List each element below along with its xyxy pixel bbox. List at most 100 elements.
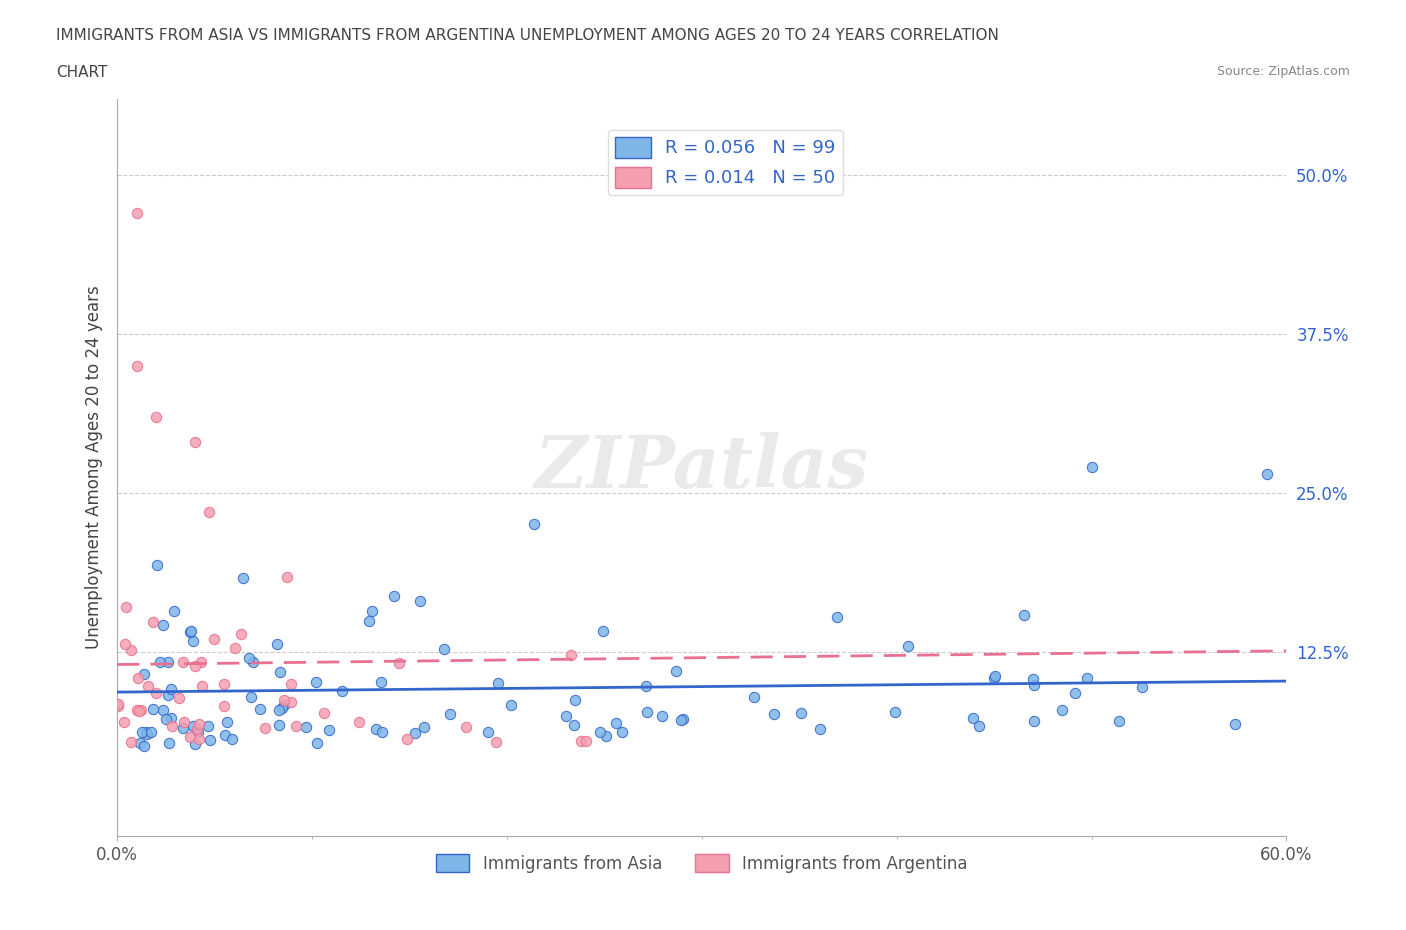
Immigrants from Asia xyxy=(371,724,394,739)
Immigrants from Argentina xyxy=(136,679,159,694)
Immigrants from Asia xyxy=(157,736,180,751)
Immigrants from Argentina xyxy=(312,706,335,721)
Immigrants from Argentina xyxy=(186,721,208,736)
Immigrants from Asia xyxy=(672,711,695,726)
Immigrants from Argentina xyxy=(284,719,307,734)
Immigrants from Asia xyxy=(790,705,813,720)
Immigrants from Asia xyxy=(129,735,152,750)
Immigrants from Asia xyxy=(439,707,461,722)
Immigrants from Argentina xyxy=(224,641,246,656)
Immigrants from Asia xyxy=(1024,677,1046,692)
Immigrants from Asia xyxy=(307,735,329,750)
Immigrants from Asia xyxy=(825,609,848,624)
Immigrants from Asia xyxy=(318,723,340,737)
Immigrants from Argentina xyxy=(127,671,149,685)
Immigrants from Asia xyxy=(187,724,209,739)
Immigrants from Argentina xyxy=(202,632,225,647)
Immigrants from Asia xyxy=(242,655,264,670)
Immigrants from Asia xyxy=(897,639,920,654)
Immigrants from Asia xyxy=(139,724,162,739)
Immigrants from Argentina xyxy=(145,685,167,700)
Immigrants from Asia xyxy=(665,663,688,678)
Immigrants from Asia xyxy=(267,717,290,732)
Y-axis label: Unemployment Among Ages 20 to 24 years: Unemployment Among Ages 20 to 24 years xyxy=(86,286,103,649)
Immigrants from Asia xyxy=(146,557,169,572)
Immigrants from Argentina xyxy=(388,656,411,671)
Immigrants from Argentina xyxy=(485,735,508,750)
Immigrants from Asia xyxy=(1012,607,1035,622)
Immigrants from Argentina xyxy=(129,703,152,718)
Immigrants from Argentina xyxy=(120,735,142,750)
Immigrants from Argentina xyxy=(125,702,148,717)
Immigrants from Asia xyxy=(651,709,673,724)
Immigrants from Argentina xyxy=(114,600,136,615)
Immigrants from Asia xyxy=(273,698,295,712)
Immigrants from Asia xyxy=(562,717,585,732)
Immigrants from Asia xyxy=(163,604,186,618)
Immigrants from Asia xyxy=(742,690,765,705)
Immigrants from Asia xyxy=(198,732,221,747)
Immigrants from Asia xyxy=(592,624,614,639)
Immigrants from Asia xyxy=(523,516,546,531)
Immigrants from Asia xyxy=(330,684,353,699)
Immigrants from Argentina xyxy=(114,637,136,652)
Immigrants from Argentina xyxy=(188,731,211,746)
Immigrants from Asia xyxy=(266,636,288,651)
Immigrants from Asia xyxy=(156,655,179,670)
Immigrants from Argentina xyxy=(212,677,235,692)
Immigrants from Asia xyxy=(214,727,236,742)
Immigrants from Argentina xyxy=(212,698,235,713)
Immigrants from Asia xyxy=(366,722,388,737)
Immigrants from Argentina xyxy=(395,732,418,747)
Immigrants from Argentina xyxy=(125,206,148,220)
Immigrants from Argentina xyxy=(347,714,370,729)
Immigrants from Asia xyxy=(305,674,328,689)
Immigrants from Asia xyxy=(499,698,522,712)
Text: ZIPatlas: ZIPatlas xyxy=(534,432,869,503)
Immigrants from Argentina xyxy=(456,719,478,734)
Immigrants from Asia xyxy=(172,720,194,735)
Immigrants from Asia xyxy=(1080,460,1102,475)
Immigrants from Asia xyxy=(762,707,785,722)
Immigrants from Asia xyxy=(135,724,157,739)
Immigrants from Argentina xyxy=(128,704,150,719)
Immigrants from Asia xyxy=(1022,713,1045,728)
Immigrants from Argentina xyxy=(179,729,201,744)
Immigrants from Asia xyxy=(181,634,204,649)
Immigrants from Asia xyxy=(1225,717,1247,732)
Immigrants from Argentina xyxy=(187,716,209,731)
Immigrants from Asia xyxy=(610,724,633,739)
Immigrants from Argentina xyxy=(142,615,165,630)
Immigrants from Asia xyxy=(486,675,509,690)
Text: CHART: CHART xyxy=(56,65,108,80)
Immigrants from Asia xyxy=(370,675,392,690)
Immigrants from Asia xyxy=(671,712,693,727)
Immigrants from Asia xyxy=(983,669,1005,684)
Immigrants from Asia xyxy=(589,724,612,739)
Immigrants from Asia xyxy=(360,604,382,618)
Immigrants from Asia xyxy=(382,589,405,604)
Immigrants from Asia xyxy=(132,738,155,753)
Immigrants from Asia xyxy=(409,593,432,608)
Immigrants from Argentina xyxy=(107,697,129,711)
Immigrants from Asia xyxy=(238,650,260,665)
Immigrants from Argentina xyxy=(273,693,295,708)
Immigrants from Argentina xyxy=(112,715,135,730)
Immigrants from Asia xyxy=(808,722,831,737)
Immigrants from Asia xyxy=(267,702,290,717)
Immigrants from Asia xyxy=(269,665,291,680)
Immigrants from Argentina xyxy=(190,655,212,670)
Immigrants from Asia xyxy=(1130,680,1153,695)
Immigrants from Asia xyxy=(132,666,155,681)
Immigrants from Asia xyxy=(142,702,165,717)
Immigrants from Asia xyxy=(595,729,617,744)
Immigrants from Argentina xyxy=(575,734,598,749)
Immigrants from Argentina xyxy=(280,694,302,709)
Immigrants from Asia xyxy=(1076,671,1098,685)
Immigrants from Asia xyxy=(149,655,172,670)
Immigrants from Asia xyxy=(295,719,318,734)
Immigrants from Asia xyxy=(634,679,657,694)
Immigrants from Asia xyxy=(197,719,219,734)
Immigrants from Asia xyxy=(983,671,1005,685)
Immigrants from Argentina xyxy=(280,676,302,691)
